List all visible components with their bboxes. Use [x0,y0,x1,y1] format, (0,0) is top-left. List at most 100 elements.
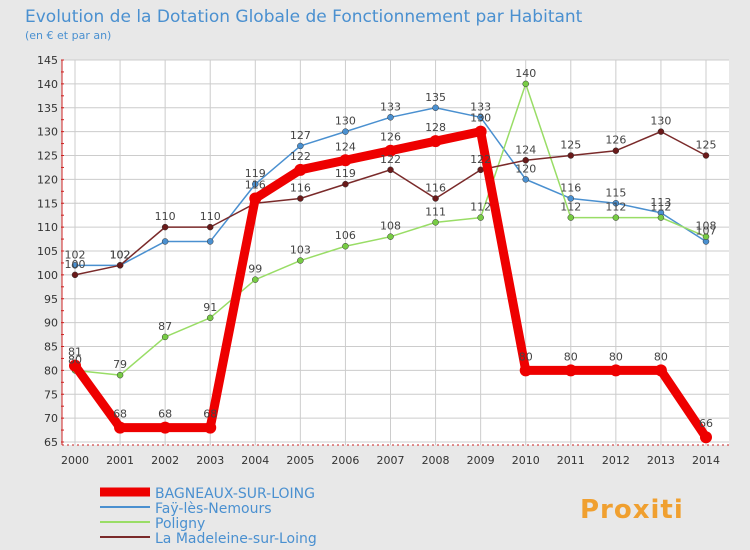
data-label: 112 [605,201,626,214]
data-label: 81 [68,346,82,359]
data-label: 108 [696,220,717,233]
data-point [339,154,352,167]
y-tick-label: 105 [37,245,58,258]
data-point [161,238,169,245]
y-tick-label: 75 [44,388,58,401]
data-point [116,371,124,379]
data-label: 124 [515,143,536,156]
x-tick-label: 2013 [647,454,675,467]
x-tick-label: 2000 [61,454,89,467]
y-tick-label: 140 [37,78,58,91]
data-point [206,223,214,231]
x-tick-label: 2009 [467,454,495,467]
y-tick-label: 80 [44,364,58,377]
x-tick-label: 2006 [331,454,359,467]
y-tick-label: 115 [37,197,58,210]
data-label: 125 [560,139,581,152]
data-point [657,214,665,221]
data-point [114,421,127,434]
data-point [654,364,667,377]
data-label: 127 [290,129,311,142]
data-label: 119 [335,167,356,180]
data-point [387,114,394,121]
data-label: 79 [113,358,127,371]
data-label: 113 [650,196,671,209]
data-label: 87 [158,320,172,333]
y-tick-label: 95 [44,293,58,306]
data-point [384,144,397,157]
data-label: 80 [519,350,533,363]
data-point [249,192,262,205]
data-point [206,238,214,245]
y-tick-label: 130 [37,126,58,139]
data-label: 135 [425,91,446,104]
data-label: 126 [380,131,401,144]
data-point [204,421,217,434]
legend-label: Faÿ-lès-Nemours [155,501,272,517]
data-label: 112 [470,201,491,214]
data-label: 120 [515,162,536,175]
y-tick-label: 100 [37,269,58,282]
y-tick-label: 90 [44,317,58,330]
data-label: 102 [65,248,86,261]
data-point [69,359,81,372]
y-tick-label: 125 [37,150,58,163]
data-point [474,125,487,138]
data-label: 130 [470,112,491,125]
data-point [567,214,575,221]
data-point [657,128,665,135]
data-point [477,214,484,221]
data-label: 110 [200,210,221,223]
data-point [116,262,124,269]
data-point [564,364,577,377]
data-point [297,257,304,264]
data-point [161,223,169,231]
data-label: 108 [380,220,401,233]
legend-label: Poligny [155,516,205,532]
data-point [477,114,484,121]
data-point [702,152,710,159]
data-label: 99 [248,263,262,276]
data-label: 106 [335,229,356,242]
y-tick-label: 70 [44,412,58,425]
data-point [477,166,484,174]
data-point [159,421,172,434]
data-label: 140 [515,67,536,80]
data-point [700,431,712,444]
data-label: 80 [564,350,578,363]
chart-subtitle: (en € et par an) [25,29,111,42]
data-label: 100 [65,258,86,271]
data-label: 115 [605,186,626,199]
data-point [567,152,575,159]
data-label: 122 [290,150,311,163]
data-point [294,163,307,176]
data-point [387,166,394,174]
x-tick-label: 2005 [286,454,314,467]
data-point [429,135,442,148]
data-point [71,262,79,269]
data-point [522,80,529,88]
data-label: 130 [650,115,671,128]
data-point [342,180,349,188]
data-label: 122 [470,153,491,166]
data-label: 126 [605,134,626,147]
data-label: 133 [470,100,491,113]
data-point [519,364,532,377]
data-point [297,195,304,202]
x-tick-label: 2014 [692,454,720,467]
data-label: 133 [380,100,401,113]
data-point [432,195,439,202]
data-label: 107 [696,224,717,237]
legend-label: La Madeleine-sur-Loing [155,531,317,547]
data-label: 80 [654,350,668,363]
data-label: 66 [699,417,713,430]
data-point [387,233,394,240]
data-label: 125 [696,139,717,152]
data-point [252,276,259,283]
data-point [297,142,304,150]
data-label: 110 [155,210,176,223]
data-point [432,104,439,111]
legend-label: BAGNEAUX-SUR-LOING [155,486,315,502]
